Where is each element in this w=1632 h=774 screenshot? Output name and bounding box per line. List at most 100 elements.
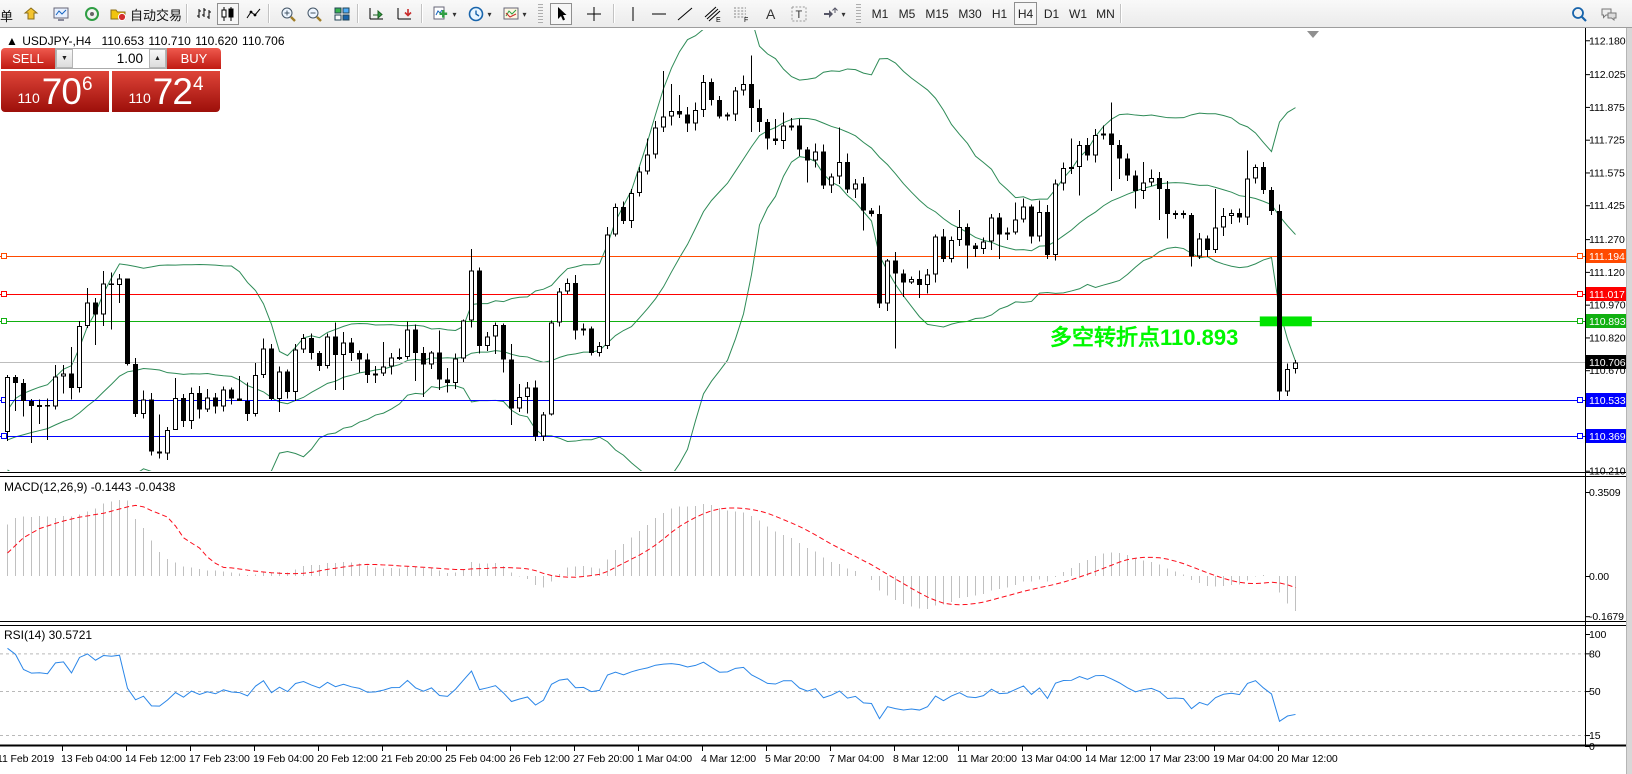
time-axis-tick-label: 14 Feb 12:00	[125, 753, 186, 765]
rsi-axis-tick-label: 80	[1589, 648, 1601, 660]
timeframe-D1[interactable]: D1	[1043, 6, 1060, 21]
price-axis[interactable]: 112.180 112.025 111.875 111.725 111.575 111.4…	[1585, 28, 1626, 753]
line-chart-button[interactable]	[243, 3, 265, 25]
zoom-out-button[interactable]	[303, 3, 325, 25]
candle	[189, 393, 194, 422]
toolbar-grip	[856, 4, 861, 23]
hline-right-handle[interactable]	[1577, 433, 1583, 439]
price-axis-tick-label: 110.210	[1589, 466, 1626, 478]
panel-separators[interactable]	[0, 472, 1632, 626]
chart-shift-button[interactable]	[366, 3, 388, 25]
hline-left-handle[interactable]	[1, 253, 7, 259]
svg-text:A: A	[766, 6, 776, 22]
timeframe-M1[interactable]: M1	[871, 6, 889, 21]
candle	[925, 274, 930, 285]
hline-left-handle[interactable]	[1, 433, 7, 439]
macd-axis-tick-label: 0.00	[1589, 571, 1609, 583]
one-click-trading-panel: SELL ▼ ▲ BUY 110 70 6 110 72 4	[1, 48, 221, 112]
bars-chart-button[interactable]	[193, 3, 215, 25]
macd-axis-tick-label: -0.1679	[1589, 611, 1624, 623]
buy-button[interactable]: BUY	[167, 48, 221, 69]
candle	[477, 270, 482, 347]
volume-input[interactable]	[73, 49, 149, 68]
volume-increase-button[interactable]: ▲	[149, 49, 166, 68]
chat-button[interactable]	[1598, 3, 1620, 25]
new-order-button[interactable]: 单	[0, 9, 13, 24]
candle	[13, 376, 18, 384]
timeframe-MN[interactable]: MN	[1096, 6, 1115, 21]
timeframe-W1[interactable]: W1	[1069, 6, 1087, 21]
hline-left-handle[interactable]	[1, 318, 7, 324]
auto-scroll-button[interactable]	[394, 3, 416, 25]
candle	[389, 357, 394, 367]
price-badge-111.194: 111.194	[1586, 249, 1626, 263]
fibonacci-tool-button[interactable]: F	[730, 3, 752, 25]
candle	[869, 210, 874, 214]
price-axis-tick-label: 111.425	[1589, 200, 1625, 212]
volume-decrease-button[interactable]: ▼	[56, 49, 73, 68]
pivot-rectangle-annotation[interactable]	[1259, 316, 1312, 327]
crosshair-tool-button[interactable]	[583, 3, 605, 25]
chart-window-icon[interactable]	[50, 3, 72, 25]
templates-button[interactable]: ▾	[499, 3, 530, 25]
trendline-tool-button[interactable]	[674, 3, 696, 25]
hline-tool-button[interactable]	[648, 3, 670, 25]
time-axis-tick-label: 1 Mar 04:00	[637, 753, 692, 765]
new-chart-button[interactable]: ▾	[429, 3, 460, 25]
candles-chart-button[interactable]	[217, 3, 239, 25]
shapes-tool-button[interactable]: ▾	[818, 3, 849, 25]
candle	[557, 291, 562, 323]
buy-price-quote[interactable]: 110 72 4	[112, 71, 220, 112]
close-value: 110.706	[242, 34, 285, 48]
candle	[213, 397, 218, 407]
candle	[165, 430, 170, 454]
cursor-tool-button[interactable]	[550, 3, 572, 25]
time-axis-tick-label: 17 Mar 23:00	[1149, 753, 1210, 765]
chart-area[interactable]: 多空转折点110.893 MACD(12,26,9) -0.1443 -0.043…	[0, 28, 1632, 774]
sell-button[interactable]: SELL	[1, 48, 55, 69]
hline-right-handle[interactable]	[1577, 318, 1583, 324]
collapse-arrow-icon[interactable]: ▲	[6, 34, 18, 48]
time-axis-tick-label: 21 Feb 20:00	[381, 753, 442, 765]
vline-tool-button[interactable]	[622, 3, 644, 25]
time-axis-tick-label: 26 Feb 12:00	[509, 753, 570, 765]
candle	[493, 324, 498, 337]
text-tool-button[interactable]: A	[760, 3, 782, 25]
channel-tool-button[interactable]: E	[702, 3, 724, 25]
hline-left-handle[interactable]	[1, 291, 7, 297]
candle	[277, 371, 282, 399]
autotrading-button[interactable]: 自动交易	[108, 3, 194, 25]
candle	[317, 353, 322, 366]
timeframe-M30[interactable]: M30	[958, 6, 982, 21]
candle	[1117, 145, 1122, 159]
pivot-text-annotation[interactable]: 多空转折点110.893	[1050, 325, 1238, 350]
candle	[1173, 212, 1178, 215]
search-button[interactable]	[1568, 3, 1590, 25]
candle	[685, 114, 690, 124]
express-order-icon[interactable]	[20, 3, 42, 25]
market-watch-icon[interactable]	[81, 3, 103, 25]
sell-price-quote[interactable]: 110 70 6	[1, 71, 109, 112]
macd-histogram	[7, 499, 1296, 611]
timeframe-M5[interactable]: M5	[898, 6, 916, 21]
hline-right-handle[interactable]	[1577, 397, 1583, 403]
timeframe-H4[interactable]: H4	[1014, 2, 1037, 25]
chart-shift-marker-icon[interactable]	[1307, 31, 1319, 38]
timeframe-M15[interactable]: M15	[925, 6, 949, 21]
candle	[37, 405, 42, 408]
label-tool-button[interactable]: T	[788, 3, 810, 25]
time-axis[interactable]: 11 Feb 2019 13 Feb 04:00 14 Feb 12:00 17 Fe…	[0, 744, 1626, 766]
periods-button[interactable]: ▾	[464, 3, 495, 25]
candle	[237, 398, 242, 401]
hline-right-handle[interactable]	[1577, 253, 1583, 259]
candle	[949, 240, 954, 259]
timeframe-H1[interactable]: H1	[991, 6, 1008, 21]
price-axis-tick-label: 111.875	[1589, 102, 1625, 114]
tile-windows-button[interactable]	[331, 3, 353, 25]
candle	[997, 217, 1002, 235]
candle	[29, 401, 34, 407]
hline-right-handle[interactable]	[1577, 291, 1583, 297]
candle	[1293, 362, 1298, 370]
candle	[565, 282, 570, 292]
zoom-in-button[interactable]	[277, 3, 299, 25]
